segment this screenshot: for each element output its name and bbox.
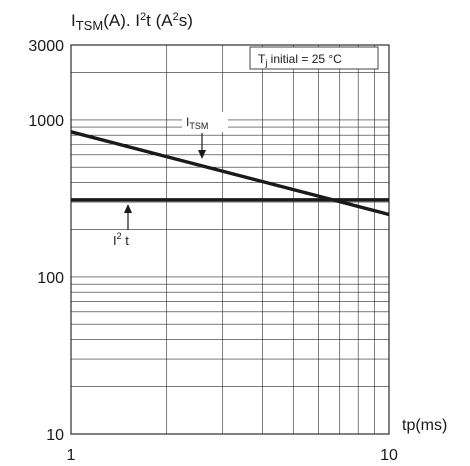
- y-tick-label: 1000: [28, 113, 64, 130]
- y-tick-labels: 3000 1000 100 10: [28, 38, 64, 444]
- x-tick-label: 10: [380, 447, 398, 464]
- i2t-annotation: I2 t: [108, 204, 146, 250]
- y-tick-label: 3000: [28, 38, 64, 55]
- i2t-label: I2 t: [113, 231, 129, 248]
- condition-label: Tj initial = 25 °C: [258, 52, 342, 68]
- itsm-annotation: ITSM: [182, 112, 228, 159]
- y-tick-label: 10: [46, 427, 64, 444]
- itsm-arrow-head: [198, 150, 206, 159]
- x-axis-label: tp(ms): [402, 417, 447, 434]
- i2t-arrow-head: [124, 204, 132, 213]
- condition-box: Tj initial = 25 °C: [249, 46, 379, 70]
- grid: [71, 45, 389, 434]
- x-tick-labels: 1 10: [67, 447, 398, 464]
- series-group: [70, 130, 390, 217]
- y-tick-label: 100: [37, 270, 64, 287]
- x-tick-label: 1: [67, 447, 76, 464]
- plot-frame: [70, 44, 390, 435]
- chart-title: ITSM(A). I2t (A2s): [71, 11, 193, 33]
- itsm-label: ITSM: [186, 115, 208, 131]
